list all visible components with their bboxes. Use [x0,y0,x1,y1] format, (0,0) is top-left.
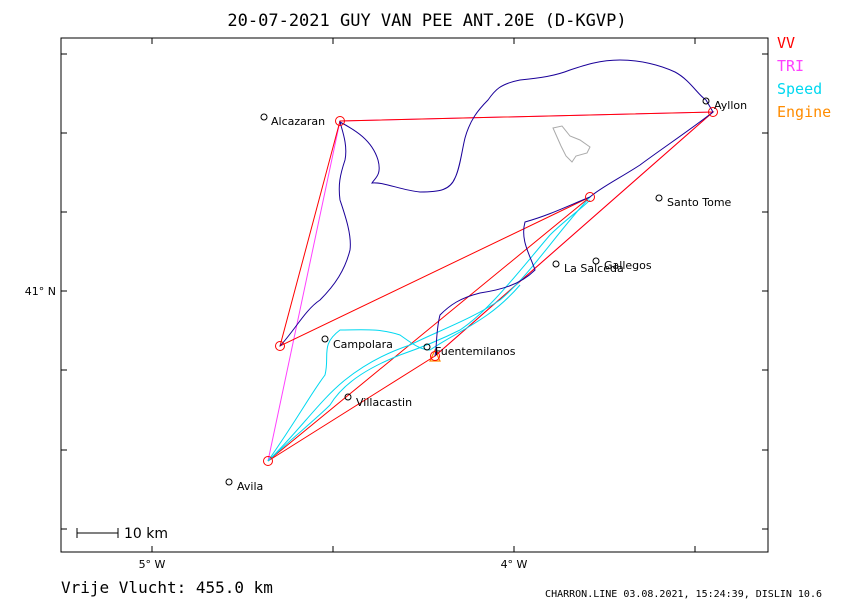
place-santo-tome: Santo Tome [667,196,732,209]
place-dot-gallegos [592,257,600,265]
vv-route [267,111,715,462]
place-ayllon: Ayllon [714,99,747,112]
turnpoint-2 [275,341,285,351]
axis-ticks [61,38,768,552]
speed-track-1 [267,196,591,462]
place-fuentemilanos: Fuentemilanos [435,345,516,358]
place-dot-fuentemilanos [423,343,431,351]
turnpoint-5 [585,192,595,202]
place-avila: Avila [237,480,263,493]
place-markers [225,97,710,486]
place-alcazaran: Alcazaran [271,115,325,128]
place-gallegos: Gallegos [604,259,652,272]
map-title: 20-07-2021 GUY VAN PEE ANT.20E (D-KGVP) [227,11,626,31]
place-dot-campolara [321,335,329,343]
place-dot-la-salceda [552,260,560,268]
lake-shape [552,125,591,163]
gps-track [279,59,714,357]
lon-label-5w: 5° W [139,558,166,571]
legend-vv: VV [777,34,795,52]
lon-label-4w: 4° W [501,558,528,571]
footer-credit: CHARRON.LINE 03.08.2021, 15:24:39, DISLI… [545,589,822,600]
lat-label-41n: 41° N [25,285,56,298]
legend-tri: TRI [777,57,804,75]
place-dot-ayllon [702,97,710,105]
distance-label: Vrije Vlucht: 455.0 km [61,578,273,597]
speed-track-3 [267,284,521,462]
speed-track-2 [267,199,591,462]
tri-route [267,111,715,462]
place-dot-villacastin [344,393,352,401]
place-dot-avila [225,478,233,486]
place-dot-alcazaran [260,113,268,121]
turnpoint-start [263,456,273,466]
place-campolara: Campolara [333,338,393,351]
scale-bar-label: 10 km [124,526,168,542]
turnpoint-3 [335,116,345,126]
place-dot-santo-tome [655,194,663,202]
place-villacastin: Villacastin [356,396,412,409]
map-frame [60,37,769,553]
scale-bar [76,528,119,538]
turnpoint-finish [430,351,440,361]
legend-engine: Engine [777,103,831,121]
turnpoints [263,107,718,466]
place-la-salceda: La Salceda [564,262,624,275]
legend-speed: Speed [777,80,822,98]
turnpoint-4 [708,107,718,117]
